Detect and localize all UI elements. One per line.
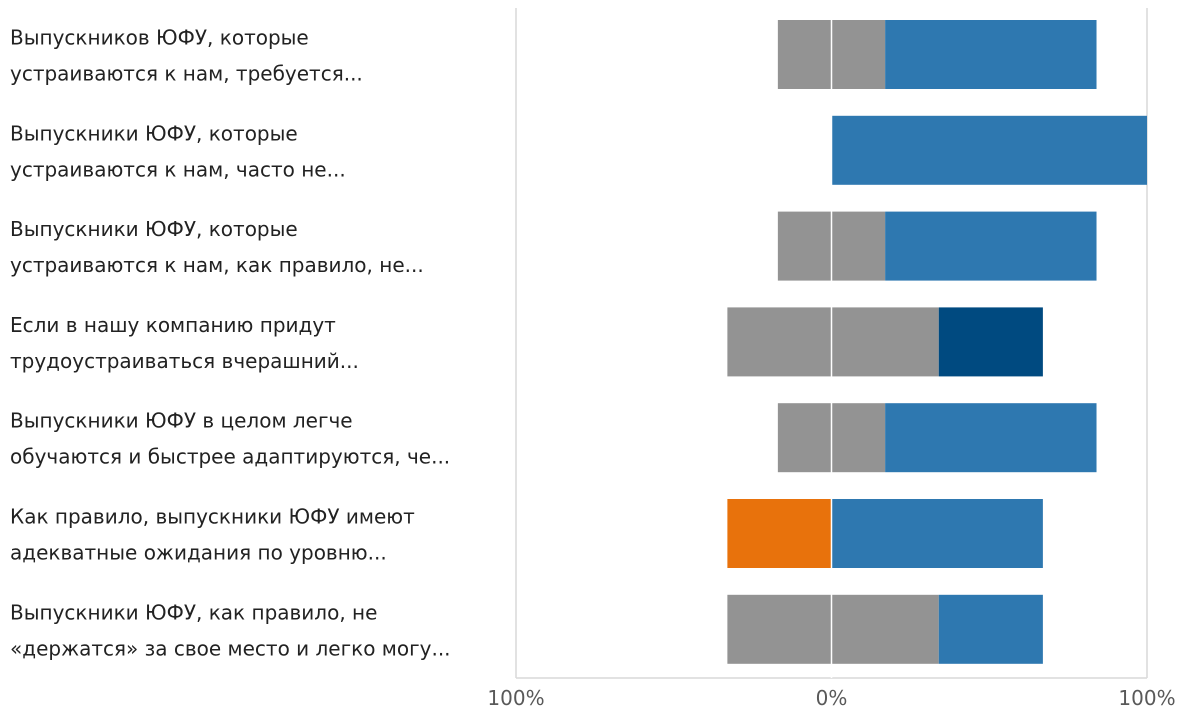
- category-label-5-0: Как правило, выпускники ЮФУ имеют: [10, 505, 415, 529]
- bar-segment-2-1: [885, 211, 1097, 281]
- bar-segment-5-1: [831, 499, 1043, 568]
- x-tick-label-1: 0%: [816, 686, 848, 710]
- category-label-0-0: Выпускников ЮФУ, которые: [10, 26, 309, 50]
- category-label-3-1: трудоустраиваться вчерашний...: [10, 349, 359, 373]
- category-label-3-0: Если в нашу компанию придут: [10, 313, 336, 337]
- x-axis-ticks: 100% 0% 100%: [487, 686, 1175, 710]
- category-label-6-1: «держатся» за свое место и легко могу...: [10, 636, 451, 660]
- category-label-4-0: Выпускники ЮФУ в целом легче: [10, 409, 353, 433]
- bar-segment-3-1: [938, 307, 1043, 377]
- bar-segment-0-1: [885, 20, 1097, 89]
- category-labels: Выпускников ЮФУ, которые устраиваются к н…: [10, 26, 451, 661]
- bar-segment-6-0: [727, 594, 939, 664]
- category-label-5-1: адекватные ожидания по уровню...: [10, 541, 387, 565]
- bar-segment-6-1: [938, 594, 1043, 664]
- bar-segment-4-1: [885, 403, 1097, 473]
- bar-segment-5-0: [727, 499, 832, 568]
- x-tick-label-2: 100%: [1118, 686, 1175, 710]
- bar-segment-1-0: [831, 115, 1147, 185]
- category-label-0-1: устраиваются к нам, требуется...: [10, 62, 363, 86]
- category-label-4-1: обучаются и быстрее адаптируются, че...: [10, 445, 450, 469]
- category-label-1-1: устраиваются к нам, часто не...: [10, 157, 346, 181]
- category-label-2-1: устраиваются к нам, как правило, не...: [10, 253, 424, 277]
- x-tick-label-0: 100%: [487, 686, 544, 710]
- category-label-1-0: Выпускники ЮФУ, которые: [10, 121, 298, 145]
- category-label-2-0: Выпускники ЮФУ, которые: [10, 217, 298, 241]
- category-label-6-0: Выпускники ЮФУ, как правило, не: [10, 600, 377, 624]
- bar-segment-3-0: [727, 307, 939, 377]
- bars: [727, 20, 1147, 664]
